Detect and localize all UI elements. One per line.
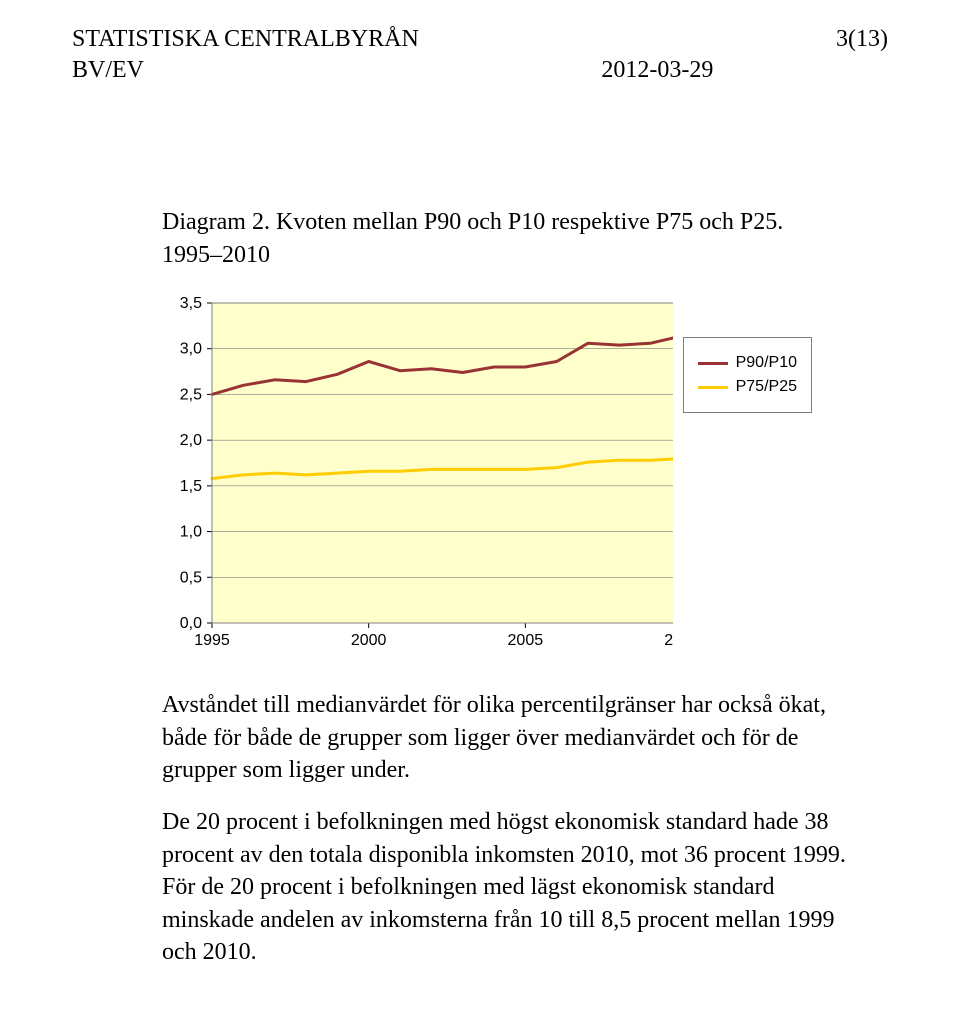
legend-item: P75/P25 [698,378,797,396]
body-text: Avståndet till medianvärdet för olika pe… [72,689,888,968]
header-right: 3(13) [836,24,888,86]
svg-text:1995: 1995 [194,632,230,649]
legend-swatch [698,386,728,389]
chart-legend: P90/P10 P75/P25 [683,337,812,413]
paragraph-2: De 20 procent i befolkningen med högst e… [162,806,848,968]
header-center: 2012-03-29 [541,24,713,86]
legend-item: P90/P10 [698,354,797,372]
svg-text:2,0: 2,0 [180,432,202,449]
svg-text:0,5: 0,5 [180,569,202,586]
doc-date: 2012-03-29 [601,55,713,86]
svg-text:2005: 2005 [508,632,544,649]
legend-label: P90/P10 [736,354,797,372]
svg-text:3,5: 3,5 [180,295,202,312]
svg-text:1,5: 1,5 [180,478,202,495]
page: STATISTISKA CENTRALBYRÅN BV/EV 2012-03-2… [0,0,960,1028]
org-name: STATISTISKA CENTRALBYRÅN [72,24,419,55]
chart-row: 0,0 0,5 1,0 1,5 2,0 2,5 3,0 3,5 1995 2000 2005 2010… [162,293,812,653]
chart-caption: Diagram 2. Kvoten mellan P90 och P10 res… [72,206,888,271]
page-number: 3(13) [836,24,888,55]
svg-text:2000: 2000 [351,632,387,649]
page-header: STATISTISKA CENTRALBYRÅN BV/EV 2012-03-2… [72,24,888,86]
line-chart: 0,0 0,5 1,0 1,5 2,0 2,5 3,0 3,5 1995 2000 2005 2010 [162,293,673,653]
paragraph-1: Avståndet till medianvärdet för olika pe… [162,689,848,786]
legend-swatch [698,362,728,365]
legend-label: P75/P25 [736,378,797,396]
unit-name: BV/EV [72,55,419,86]
svg-text:1,0: 1,0 [180,524,202,541]
header-left: STATISTISKA CENTRALBYRÅN BV/EV [72,24,419,86]
svg-text:2010: 2010 [664,632,672,649]
svg-text:0,0: 0,0 [180,615,202,632]
chart-container: 0,0 0,5 1,0 1,5 2,0 2,5 3,0 3,5 1995 2000 2005 2010… [162,293,812,653]
svg-text:2,5: 2,5 [180,387,202,404]
svg-text:3,0: 3,0 [180,341,202,358]
